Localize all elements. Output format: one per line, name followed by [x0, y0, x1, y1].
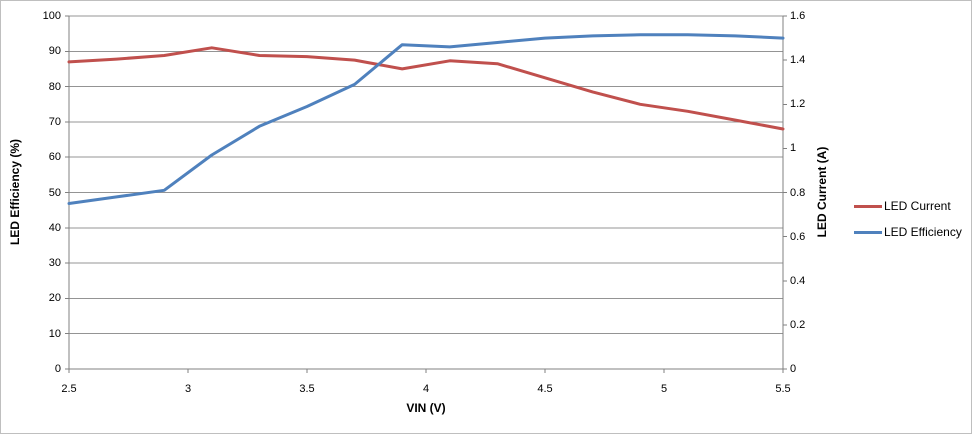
y-left-tick-label: 40 — [48, 221, 61, 234]
y-left-tick-label: 80 — [48, 80, 61, 93]
legend-item-led-efficiency: LED Efficiency — [854, 219, 962, 245]
x-tick-label: 5.5 — [775, 383, 791, 395]
y-right-tick-label: 1.2 — [790, 98, 806, 111]
y-left-tick-label: 50 — [48, 186, 61, 199]
x-tick-label: 2.5 — [61, 383, 77, 395]
left-axis-title: LED Efficiency (%) — [8, 138, 22, 246]
y-right-tick-label: 0 — [790, 363, 797, 375]
y-right-tick-label: 1 — [790, 142, 797, 155]
y-right-tick-label: 0.6 — [790, 230, 806, 243]
x-tick-label: 3.5 — [299, 383, 315, 395]
x-tick-label: 4 — [422, 383, 430, 395]
x-tick-label: 4.5 — [537, 383, 553, 395]
y-right-tick-label: 1.6 — [790, 10, 806, 22]
right-axis-title: LED Current (A) — [815, 146, 829, 238]
y-left-tick-label: 0 — [54, 363, 61, 375]
y-left-tick-label: 90 — [48, 45, 61, 58]
x-axis-title: VIN (V) — [406, 401, 446, 415]
y-left-tick-label: 10 — [48, 327, 61, 340]
y-right-tick-label: 0.8 — [790, 186, 806, 199]
legend-item-led-current: LED Current — [854, 193, 962, 219]
y-right-tick-label: 1.4 — [790, 54, 806, 67]
y-left-tick-label: 60 — [48, 151, 61, 164]
legend: LED Current LED Efficiency — [854, 193, 962, 245]
x-tick-label: 5 — [660, 383, 668, 395]
y-left-tick-label: 100 — [42, 10, 61, 22]
legend-line-red-icon — [854, 204, 882, 208]
y-left-tick-label: 20 — [48, 292, 61, 305]
y-left-tick-label: 30 — [48, 257, 61, 270]
y-right-tick-label: 0.4 — [790, 274, 806, 287]
y-left-tick-label: 70 — [48, 115, 61, 128]
y-right-tick-label: 0.2 — [790, 318, 806, 331]
x-tick-label: 3 — [184, 383, 192, 395]
legend-line-blue-icon — [854, 230, 882, 234]
legend-label-led-current: LED Current — [884, 199, 951, 213]
legend-label-led-efficiency: LED Efficiency — [884, 225, 962, 239]
